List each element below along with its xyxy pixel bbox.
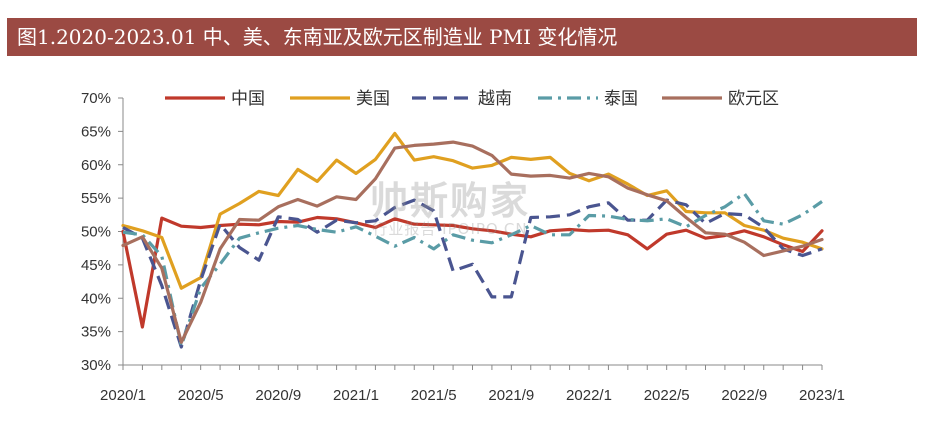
x-tick-label: 2022/1 (566, 387, 612, 404)
x-tick-label: 2022/9 (721, 387, 767, 404)
x-tick-label: 2020/9 (255, 387, 301, 404)
legend-label-1: 美国 (356, 89, 390, 109)
y-tick-label: 50% (81, 224, 111, 241)
series-line-0 (121, 215, 824, 329)
series-line-4 (121, 140, 824, 344)
y-tick-label: 60% (81, 157, 111, 174)
series-line-2 (122, 198, 823, 349)
series-line-3 (122, 191, 823, 348)
y-tick-label: 70% (81, 90, 111, 107)
chart-title: 图1.2020-2023.01 中、美、东南亚及欧元区制造业 PMI 变化情况 (17, 25, 618, 49)
watermark-main: 帅斯购家 (370, 179, 531, 223)
x-tick-label: 2021/1 (333, 387, 379, 404)
legend-label-3: 泰国 (604, 89, 638, 109)
legend-label-2: 越南 (478, 89, 512, 109)
x-tick-label: 2020/1 (100, 387, 146, 404)
x-tick-label: 2023/1 (799, 387, 845, 404)
watermark-sub: 行业报告 IPOIPO.CN (372, 220, 528, 238)
legend-label-0: 中国 (231, 89, 265, 109)
y-tick-label: 45% (81, 257, 111, 274)
y-tick-label: 65% (81, 123, 111, 140)
legend-label-4: 欧元区 (728, 89, 779, 109)
x-tick-label: 2020/5 (178, 387, 224, 404)
series-line-1 (121, 131, 824, 290)
y-tick-label: 40% (81, 290, 111, 307)
x-tick-label: 2021/9 (488, 387, 534, 404)
y-tick-label: 30% (81, 357, 111, 374)
x-tick-label: 2021/5 (411, 387, 457, 404)
y-tick-label: 55% (81, 190, 111, 207)
x-tick-label: 2022/5 (644, 387, 690, 404)
y-tick-label: 35% (81, 324, 111, 341)
title-bar: 图1.2020-2023.01 中、美、东南亚及欧元区制造业 PMI 变化情况 (7, 18, 917, 56)
watermark: 帅斯购家 行业报告 IPOIPO.CN (370, 182, 530, 237)
